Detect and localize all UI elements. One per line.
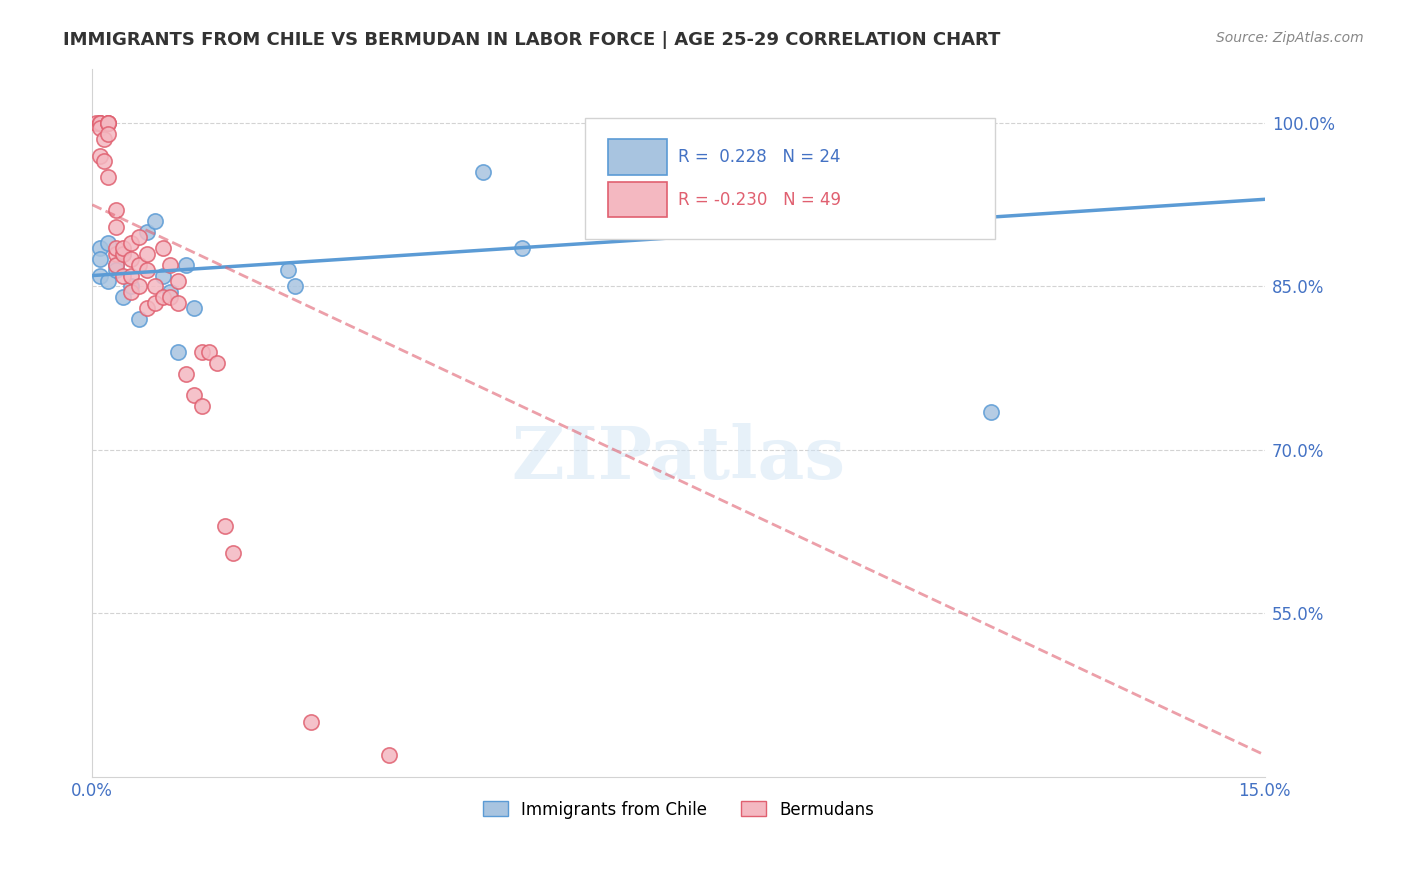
Text: ZIPatlas: ZIPatlas bbox=[512, 423, 845, 493]
Point bbox=[152, 241, 174, 255]
Point bbox=[198, 344, 221, 359]
Point bbox=[135, 247, 157, 261]
Point bbox=[174, 258, 197, 272]
Point bbox=[104, 258, 127, 272]
Point bbox=[222, 546, 245, 560]
Point bbox=[120, 285, 142, 299]
Point bbox=[980, 405, 1002, 419]
Point bbox=[89, 149, 111, 163]
Point bbox=[284, 279, 307, 293]
Point bbox=[104, 247, 127, 261]
Point bbox=[128, 230, 150, 244]
Point bbox=[89, 241, 111, 255]
Point bbox=[152, 268, 174, 283]
Point bbox=[159, 285, 181, 299]
Point bbox=[112, 241, 135, 255]
Point bbox=[112, 290, 135, 304]
Point bbox=[510, 241, 533, 255]
Point bbox=[84, 116, 107, 130]
Point bbox=[97, 116, 120, 130]
Point bbox=[93, 132, 115, 146]
Point bbox=[104, 203, 127, 218]
Point bbox=[214, 519, 236, 533]
Point bbox=[112, 247, 135, 261]
Point bbox=[104, 258, 127, 272]
Text: R =  0.228   N = 24: R = 0.228 N = 24 bbox=[679, 148, 841, 166]
FancyBboxPatch shape bbox=[585, 118, 995, 238]
Point bbox=[143, 295, 166, 310]
Point bbox=[135, 225, 157, 239]
Point bbox=[128, 312, 150, 326]
Point bbox=[97, 274, 120, 288]
Point bbox=[183, 301, 205, 316]
Point bbox=[104, 219, 127, 234]
Point bbox=[190, 344, 212, 359]
Point bbox=[472, 165, 495, 179]
Point bbox=[89, 252, 111, 267]
Point bbox=[299, 715, 322, 730]
Point bbox=[97, 116, 120, 130]
Point bbox=[89, 121, 111, 136]
Point bbox=[277, 263, 299, 277]
FancyBboxPatch shape bbox=[609, 139, 666, 175]
Point bbox=[128, 258, 150, 272]
Point bbox=[97, 116, 120, 130]
Point bbox=[152, 290, 174, 304]
Point bbox=[159, 258, 181, 272]
Point bbox=[143, 214, 166, 228]
Point bbox=[89, 268, 111, 283]
Point bbox=[174, 367, 197, 381]
Point bbox=[97, 170, 120, 185]
Text: Source: ZipAtlas.com: Source: ZipAtlas.com bbox=[1216, 31, 1364, 45]
Point bbox=[89, 116, 111, 130]
Point bbox=[190, 400, 212, 414]
Point bbox=[207, 356, 229, 370]
Point bbox=[89, 116, 111, 130]
Point bbox=[120, 279, 142, 293]
Legend: Immigrants from Chile, Bermudans: Immigrants from Chile, Bermudans bbox=[477, 794, 880, 825]
Point bbox=[378, 747, 401, 762]
Point bbox=[93, 154, 115, 169]
Point bbox=[97, 235, 120, 250]
Point bbox=[112, 247, 135, 261]
Point bbox=[120, 268, 142, 283]
Point bbox=[183, 388, 205, 402]
FancyBboxPatch shape bbox=[609, 182, 666, 218]
Text: R = -0.230   N = 49: R = -0.230 N = 49 bbox=[679, 191, 842, 209]
Point bbox=[143, 279, 166, 293]
Point bbox=[112, 268, 135, 283]
Point bbox=[135, 263, 157, 277]
Point bbox=[104, 241, 127, 255]
Point bbox=[167, 274, 190, 288]
Point bbox=[589, 192, 612, 206]
Point bbox=[167, 295, 190, 310]
Point bbox=[135, 301, 157, 316]
Point bbox=[120, 252, 142, 267]
Point bbox=[89, 116, 111, 130]
Point bbox=[128, 279, 150, 293]
Point bbox=[167, 344, 190, 359]
Point bbox=[159, 290, 181, 304]
Text: IMMIGRANTS FROM CHILE VS BERMUDAN IN LABOR FORCE | AGE 25-29 CORRELATION CHART: IMMIGRANTS FROM CHILE VS BERMUDAN IN LAB… bbox=[63, 31, 1001, 49]
Point bbox=[120, 235, 142, 250]
Point bbox=[104, 263, 127, 277]
Point bbox=[97, 127, 120, 141]
